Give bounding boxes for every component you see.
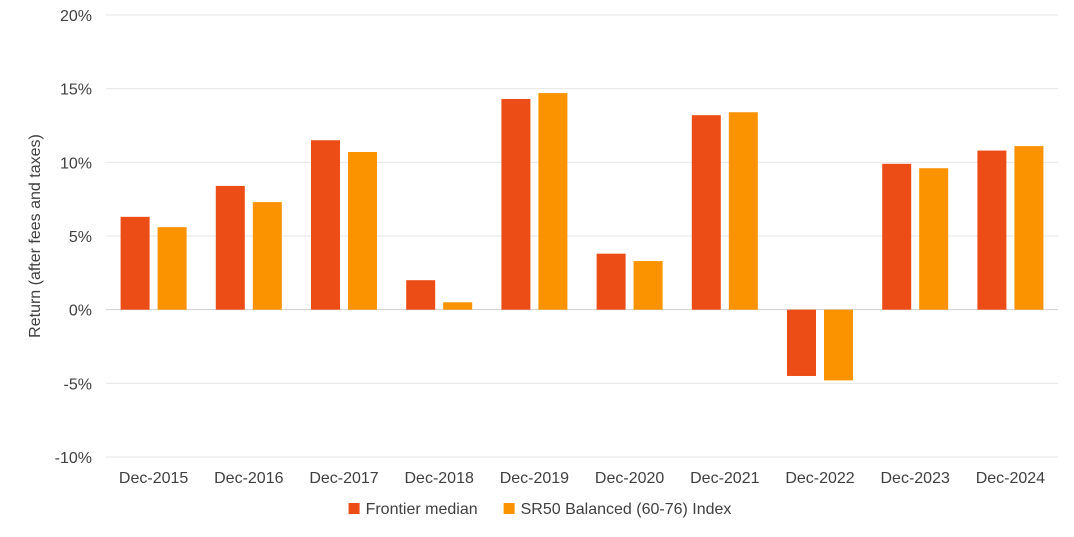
y-axis-ticks: -10% -5% 0% 5% 10% 15% 20% <box>55 8 92 467</box>
x-tick-label: Dec-2016 <box>214 470 283 487</box>
gridlines <box>106 14 1058 458</box>
bar-sr50-index-dec-2020 <box>633 261 663 310</box>
x-tick-label: Dec-2017 <box>309 470 378 487</box>
bar-sr50-index-dec-2015 <box>157 227 187 310</box>
y-tick-label: -10% <box>55 450 92 467</box>
bar-sr50-index-dec-2017 <box>348 152 377 310</box>
bar-frontier-median-dec-2019 <box>501 98 531 310</box>
bar-sr50-index-dec-2024 <box>1014 146 1044 310</box>
y-tick-label: 20% <box>60 8 92 25</box>
bar-frontier-median-dec-2021 <box>691 115 721 310</box>
x-tick-label: Dec-2020 <box>595 470 664 487</box>
x-tick-label: Dec-2019 <box>500 470 569 487</box>
bar-frontier-median-dec-2018 <box>406 280 436 310</box>
bar-frontier-median-dec-2023 <box>882 163 912 310</box>
legend-item: SR50 Balanced (60-76) Index <box>503 501 732 518</box>
bar-frontier-median-dec-2022 <box>787 309 816 376</box>
x-tick-label: Dec-2023 <box>881 470 950 487</box>
bar-frontier-median-dec-2024 <box>977 150 1007 310</box>
legend-swatch <box>503 503 515 514</box>
y-tick-label: -5% <box>64 376 92 393</box>
x-tick-label: Dec-2024 <box>976 470 1045 487</box>
legend: Frontier median SR50 Balanced (60-76) Ind… <box>348 501 732 518</box>
y-tick-label: 15% <box>60 82 92 99</box>
y-axis-title: Return (after fees and taxes) <box>27 134 44 338</box>
bar-sr50-index-dec-2018 <box>443 302 473 310</box>
bar-frontier-median-dec-2015 <box>120 216 150 310</box>
bar-sr50-index-dec-2022 <box>824 309 853 381</box>
x-tick-label: Dec-2022 <box>785 470 854 487</box>
y-tick-label: 5% <box>69 229 92 246</box>
bar-frontier-median-dec-2016 <box>215 185 245 310</box>
legend-label: Frontier median <box>366 501 478 518</box>
legend-swatch <box>348 503 360 514</box>
x-tick-label: Dec-2018 <box>405 470 474 487</box>
x-tick-label: Dec-2021 <box>690 470 759 487</box>
y-tick-label: 0% <box>69 303 92 320</box>
legend-item: Frontier median <box>348 501 478 518</box>
x-axis-ticks: Dec-2015 Dec-2016 Dec-2017 Dec-2018 Dec-2019… <box>119 470 1045 487</box>
y-tick-label: 10% <box>60 155 92 172</box>
bar-sr50-index-dec-2016 <box>252 202 282 310</box>
bars <box>120 93 1044 381</box>
bar-sr50-index-dec-2023 <box>919 168 949 310</box>
legend-label: SR50 Balanced (60-76) Index <box>521 501 732 518</box>
x-tick-label: Dec-2015 <box>119 470 188 487</box>
bar-frontier-median-dec-2020 <box>596 253 626 310</box>
bar-sr50-index-dec-2019 <box>538 93 568 310</box>
bar-sr50-index-dec-2021 <box>728 112 758 310</box>
bar-frontier-median-dec-2017 <box>311 140 340 310</box>
